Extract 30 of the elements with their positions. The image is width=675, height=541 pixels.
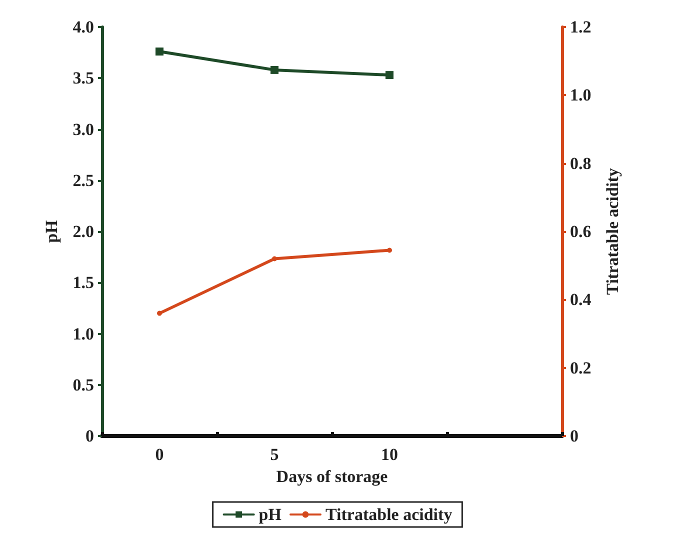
y2-axis-title: Titratable acidity [603, 168, 622, 295]
x-tick-label: 10 [381, 445, 398, 464]
y2-tick-label: 1.0 [570, 86, 592, 105]
legend-label: pH [258, 505, 282, 524]
y-tick-label: 2.5 [72, 170, 94, 190]
y-tick-label: 1.5 [72, 273, 94, 292]
y-tick-label: 1.0 [72, 324, 94, 344]
y2-tick-label: 0.4 [570, 290, 592, 310]
legend-label: Titratable acidity [325, 505, 453, 524]
point [272, 256, 277, 262]
point [387, 248, 392, 253]
x-axis-title: Days of storage [276, 466, 388, 486]
y-tick-label: 0 [86, 426, 94, 446]
y-axis-title: pH [42, 220, 61, 243]
point [270, 66, 278, 74]
point [386, 71, 394, 80]
point [157, 310, 162, 316]
y-tick-label: 3.5 [72, 68, 94, 88]
y2-tick-label: 0.2 [570, 358, 592, 378]
y-tick-label: 4.0 [72, 18, 94, 36]
y2-tick-label: 0 [570, 426, 578, 446]
y2-tick-label: 1.2 [570, 18, 592, 36]
y-tick-label: 3.0 [72, 120, 94, 139]
x-tick-label: 5 [270, 445, 279, 464]
y-tick-label: 0.5 [72, 375, 94, 394]
point [156, 48, 164, 56]
x-tick-label: 0 [155, 445, 164, 464]
y-tick-label: 2.0 [72, 222, 94, 241]
y2-tick-label: 0.8 [570, 154, 592, 173]
y2-tick-label: 0.6 [570, 222, 592, 241]
